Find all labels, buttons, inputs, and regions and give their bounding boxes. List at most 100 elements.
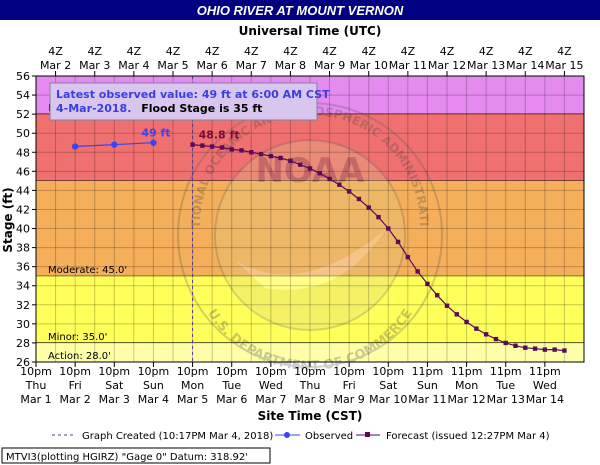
bottom-tick-time: 10pm <box>20 365 52 378</box>
y-tick-label: 32 <box>16 299 30 312</box>
bottom-tick-day: Wed <box>533 379 557 392</box>
bottom-tick-date: Mar 5 <box>177 393 208 406</box>
bottom-tick-day: Tue <box>221 379 241 392</box>
bottom-tick-date: Mar 4 <box>138 393 169 406</box>
top-tick-hour: 4Z <box>557 45 572 58</box>
y-tick-label: 40 <box>16 223 30 236</box>
observed-point <box>150 139 157 146</box>
forecast-point <box>376 214 381 220</box>
forecast-point <box>435 293 440 298</box>
forecast-point <box>513 343 518 348</box>
bottom-tick-time: 10pm <box>216 365 248 378</box>
y-tick-label: 34 <box>16 280 30 293</box>
bottom-tick-date: Mar 7 <box>255 393 286 406</box>
forecast-point <box>298 162 303 167</box>
bottom-tick-day: Fri <box>69 379 82 392</box>
bottom-tick-day: Sun <box>417 379 438 392</box>
bottom-tick-date: Mar 13 <box>487 393 525 406</box>
band-label-moderate: Moderate: 45.0' <box>48 265 127 276</box>
top-tick-hour: 4Z <box>127 45 142 58</box>
footer-datum-text: MTVI3(plotting HGIRZ) "Gage 0" Datum: 31… <box>6 452 248 463</box>
forecast-point <box>278 155 283 161</box>
bottom-tick-time: 11pm <box>412 365 444 378</box>
top-tick-date: Mar 11 <box>389 59 427 72</box>
latest-value-annotation: Latest observed value: 49 ft at 6:00 AM … <box>49 82 330 121</box>
bottom-tick-date: Mar 3 <box>99 393 130 406</box>
bottom-tick-date: Mar 1 <box>20 393 51 406</box>
top-tick-hour: 4Z <box>361 45 376 58</box>
bottom-tick-day: Sat <box>379 379 398 392</box>
forecast-point <box>346 189 352 194</box>
y-tick-label: 26 <box>16 356 30 369</box>
series-labels: 49 ft 48.8 ft <box>141 127 239 142</box>
watermark-seagull <box>235 230 385 290</box>
forecast-point <box>444 303 450 308</box>
band-label-minor: Minor: 35.0' <box>48 332 107 343</box>
top-tick-date: Mar 4 <box>118 59 149 72</box>
forecast-point <box>317 171 322 176</box>
forecast-point <box>229 147 234 152</box>
top-tick-hour: 4Z <box>518 45 533 58</box>
forecast-point <box>209 144 215 149</box>
series-value-label-observed: 49 ft <box>141 127 170 140</box>
y-tick-label: 28 <box>16 337 30 350</box>
legend-forecast-marker <box>365 432 370 437</box>
bottom-tick-time: 11pm <box>490 365 522 378</box>
bottom-tick-date: Mar 10 <box>369 393 407 406</box>
forecast-point <box>327 176 332 182</box>
top-tick-hour: 4Z <box>401 45 416 58</box>
forecast-point <box>337 182 342 187</box>
y-tick-label: 56 <box>16 70 30 83</box>
forecast-point <box>542 347 548 352</box>
forecast-point <box>552 347 557 352</box>
forecast-point <box>474 326 479 331</box>
forecast-point <box>523 345 528 350</box>
y-tick-label: 46 <box>16 165 30 178</box>
band-action <box>36 342 584 362</box>
legend: Graph Created (10:17PM Mar 4, 2018) Obse… <box>52 431 550 442</box>
bottom-tick-time: 10pm <box>255 365 287 378</box>
observed-point <box>111 141 118 148</box>
bottom-tick-date: Mar 2 <box>60 393 91 406</box>
watermark-center-text: NOAA <box>255 151 365 191</box>
forecast-point <box>356 196 362 202</box>
bottom-tick-day: Thu <box>299 379 321 392</box>
observed-point <box>71 143 79 150</box>
series-value-label-forecast: 48.8 ft <box>199 129 240 142</box>
bottom-tick-date: Mar 9 <box>334 393 365 406</box>
top-axis-title: Universal Time (UTC) <box>239 24 382 38</box>
y-tick-label: 48 <box>16 146 30 159</box>
legend-forecast-label: Forecast (issued 12:27PM Mar 4) <box>386 431 550 442</box>
forecast-point <box>386 226 391 231</box>
forecast-point <box>562 348 567 353</box>
bottom-tick-time: 10pm <box>372 365 404 378</box>
annotation-line1: Latest observed value: 49 ft at 6:00 AM … <box>56 88 330 101</box>
legend-observed-marker <box>284 432 290 438</box>
forecast-point <box>415 269 420 274</box>
page-title: OHIO RIVER AT MOUNT VERNON <box>197 3 404 18</box>
forecast-point <box>258 151 264 157</box>
bottom-tick-date: Mar 6 <box>216 393 247 406</box>
bottom-tick-day: Fri <box>343 379 356 392</box>
top-tick-hour: 4Z <box>166 45 181 58</box>
forecast-point <box>493 336 499 342</box>
forecast-point <box>239 148 244 153</box>
y-axis-title: Stage (ft) <box>1 187 15 252</box>
band-label-action: Action: 28.0' <box>48 351 111 362</box>
top-tick-date: Mar 10 <box>350 59 388 72</box>
bottom-tick-date: Mar 12 <box>447 393 485 406</box>
annotation-date: 4-Mar-2018. <box>56 102 131 115</box>
title-bar <box>0 0 600 20</box>
bottom-tick-date: Mar 11 <box>408 393 446 406</box>
forecast-point <box>200 143 205 148</box>
forecast-point <box>405 254 411 260</box>
footer-box <box>1 447 271 464</box>
y-tick-label: 54 <box>16 89 30 102</box>
y-tick-label: 30 <box>16 318 30 331</box>
bottom-tick-time: 10pm <box>294 365 326 378</box>
forecast-point <box>425 281 430 287</box>
